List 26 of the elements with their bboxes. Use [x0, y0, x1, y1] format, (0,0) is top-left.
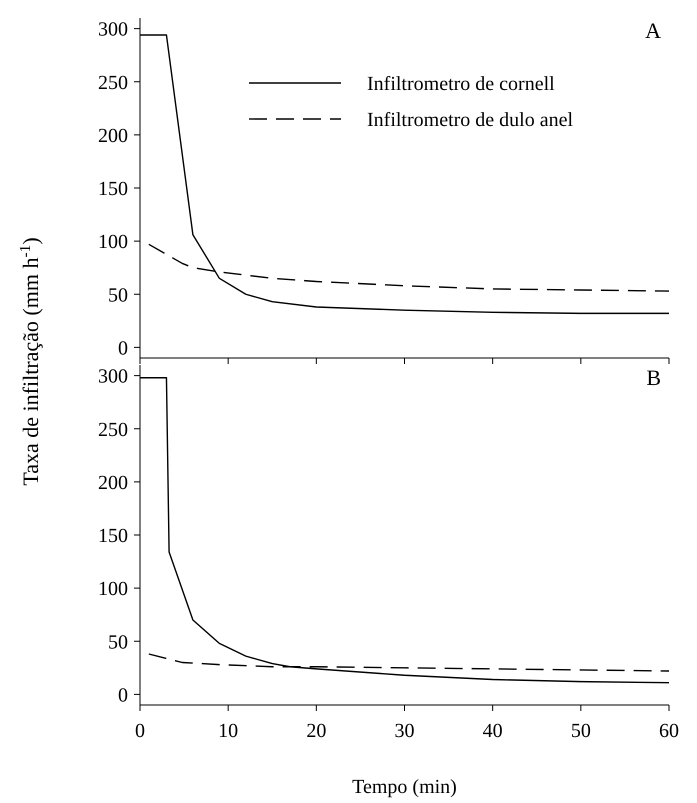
y-tick-label: 250 — [98, 72, 128, 94]
y-tick-label: 50 — [108, 631, 128, 654]
x-tick-label: 0 — [135, 720, 145, 742]
x-tick-label: 60 — [659, 720, 679, 742]
y-tick-label: 0 — [118, 684, 128, 706]
x-tick-label: 50 — [570, 720, 591, 742]
y-tick-label: 300 — [98, 366, 128, 388]
y-tick-label: 100 — [98, 231, 128, 254]
y-tick-label: 300 — [98, 18, 128, 41]
x-tick-label: 20 — [306, 720, 326, 742]
y-tick-label: 150 — [98, 178, 128, 200]
y-tick-label: 50 — [108, 284, 128, 306]
y-tick-label: 200 — [98, 124, 128, 147]
annotation: B — [646, 365, 661, 390]
y-tick-label: 200 — [98, 472, 128, 494]
y-tick-label: 150 — [98, 525, 128, 547]
x-tick-label: 30 — [394, 720, 414, 742]
y-tick-label: 250 — [98, 418, 128, 441]
x-axis-title: Tempo (min) — [352, 776, 457, 798]
x-tick-label: 40 — [482, 720, 503, 742]
annotation: A — [645, 18, 662, 43]
legend-label: Infiltrometro de dulo anel — [367, 109, 574, 131]
y-tick-label: 100 — [98, 578, 128, 600]
x-tick-label: 10 — [218, 720, 238, 742]
y-tick-label: 0 — [118, 337, 128, 360]
legend-label: Infiltrometro de cornell — [367, 73, 556, 95]
